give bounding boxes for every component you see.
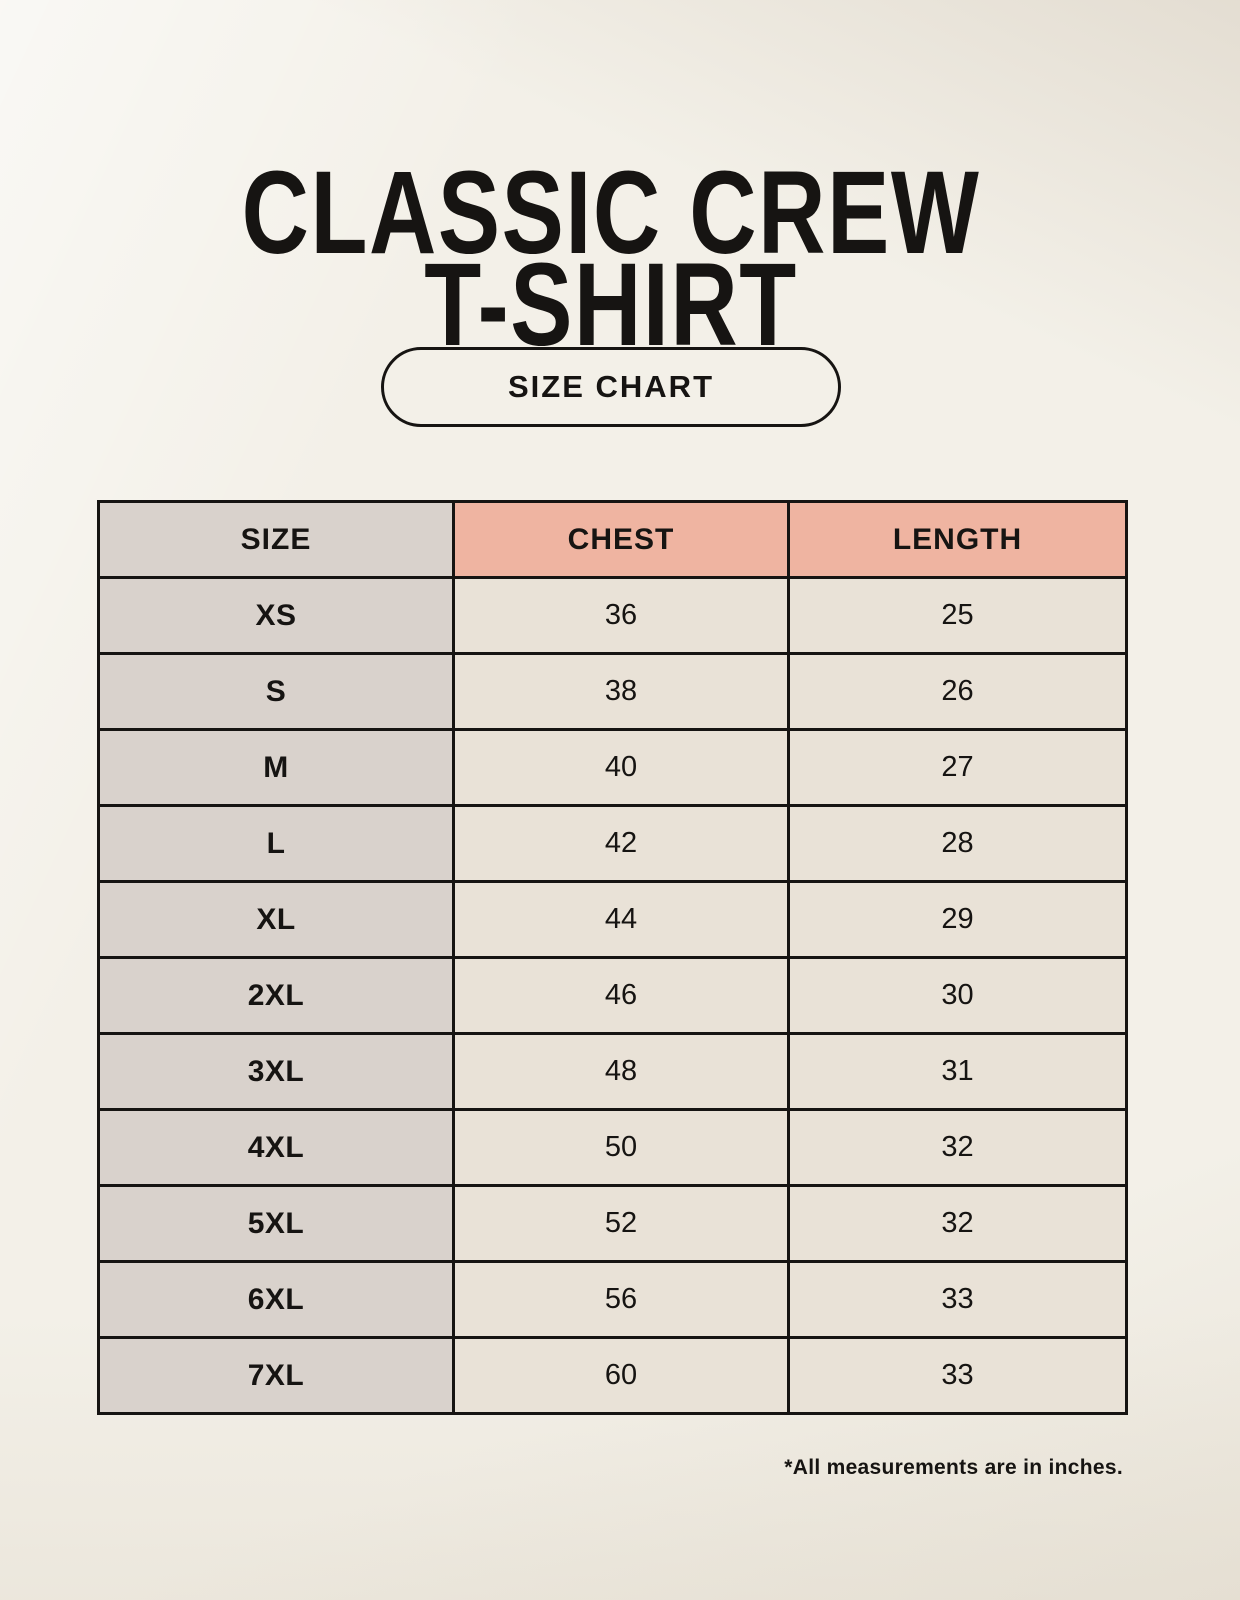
chest-cell: 50 bbox=[452, 1108, 790, 1187]
page-title-line2: T-SHIRT bbox=[424, 239, 798, 372]
table-row: S 38 26 bbox=[97, 652, 1128, 731]
page-title: CLASSIC CREW T-SHIRT bbox=[205, 154, 1017, 364]
size-cell: M bbox=[97, 728, 455, 807]
table-row: 2XL 46 30 bbox=[97, 956, 1128, 1035]
length-cell: 33 bbox=[787, 1260, 1128, 1339]
measurements-footnote: *All measurements are in inches. bbox=[784, 1456, 1123, 1479]
table-row: 5XL 52 32 bbox=[97, 1184, 1128, 1263]
chest-cell: 36 bbox=[452, 576, 790, 655]
page-title-line1: CLASSIC CREW bbox=[241, 147, 981, 280]
chest-cell: 38 bbox=[452, 652, 790, 731]
length-cell: 30 bbox=[787, 956, 1128, 1035]
table-row: 4XL 50 32 bbox=[97, 1108, 1128, 1187]
size-cell: 3XL bbox=[97, 1032, 455, 1111]
column-header-chest: CHEST bbox=[452, 500, 790, 579]
size-cell: 4XL bbox=[97, 1108, 455, 1187]
page-content: CLASSIC CREW T-SHIRT SIZE CHART SIZE CHE… bbox=[97, 0, 1128, 1600]
length-cell: 25 bbox=[787, 576, 1128, 655]
chest-cell: 60 bbox=[452, 1336, 790, 1415]
size-cell: L bbox=[97, 804, 455, 883]
size-cell: S bbox=[97, 652, 455, 731]
table-row: 6XL 56 33 bbox=[97, 1260, 1128, 1339]
length-cell: 29 bbox=[787, 880, 1128, 959]
size-chart-badge-label: SIZE CHART bbox=[508, 369, 714, 404]
size-cell: XS bbox=[97, 576, 455, 655]
length-cell: 32 bbox=[787, 1184, 1128, 1263]
column-header-length: LENGTH bbox=[787, 500, 1128, 579]
chest-cell: 52 bbox=[452, 1184, 790, 1263]
size-cell: 6XL bbox=[97, 1260, 455, 1339]
length-cell: 32 bbox=[787, 1108, 1128, 1187]
size-chart-badge[interactable]: SIZE CHART bbox=[381, 347, 841, 427]
length-cell: 33 bbox=[787, 1336, 1128, 1415]
chest-cell: 46 bbox=[452, 956, 790, 1035]
table-row: M 40 27 bbox=[97, 728, 1128, 807]
table-row: L 42 28 bbox=[97, 804, 1128, 883]
size-cell: 2XL bbox=[97, 956, 455, 1035]
table-row: XL 44 29 bbox=[97, 880, 1128, 959]
chest-cell: 40 bbox=[452, 728, 790, 807]
table-row: XS 36 25 bbox=[97, 576, 1128, 655]
size-table: SIZE CHEST LENGTH XS 36 25 S 38 26 M 40 … bbox=[97, 500, 1128, 1415]
size-cell: 5XL bbox=[97, 1184, 455, 1263]
length-cell: 26 bbox=[787, 652, 1128, 731]
size-cell: 7XL bbox=[97, 1336, 455, 1415]
chest-cell: 56 bbox=[452, 1260, 790, 1339]
table-row: 3XL 48 31 bbox=[97, 1032, 1128, 1111]
length-cell: 28 bbox=[787, 804, 1128, 883]
length-cell: 27 bbox=[787, 728, 1128, 807]
length-cell: 31 bbox=[787, 1032, 1128, 1111]
chest-cell: 42 bbox=[452, 804, 790, 883]
table-row: 7XL 60 33 bbox=[97, 1336, 1128, 1415]
header-row: SIZE CHEST LENGTH bbox=[97, 500, 1128, 579]
size-table-body: XS 36 25 S 38 26 M 40 27 L 42 28 XL 44 2… bbox=[97, 576, 1128, 1415]
chest-cell: 44 bbox=[452, 880, 790, 959]
column-header-size: SIZE bbox=[97, 500, 455, 579]
chest-cell: 48 bbox=[452, 1032, 790, 1111]
size-cell: XL bbox=[97, 880, 455, 959]
